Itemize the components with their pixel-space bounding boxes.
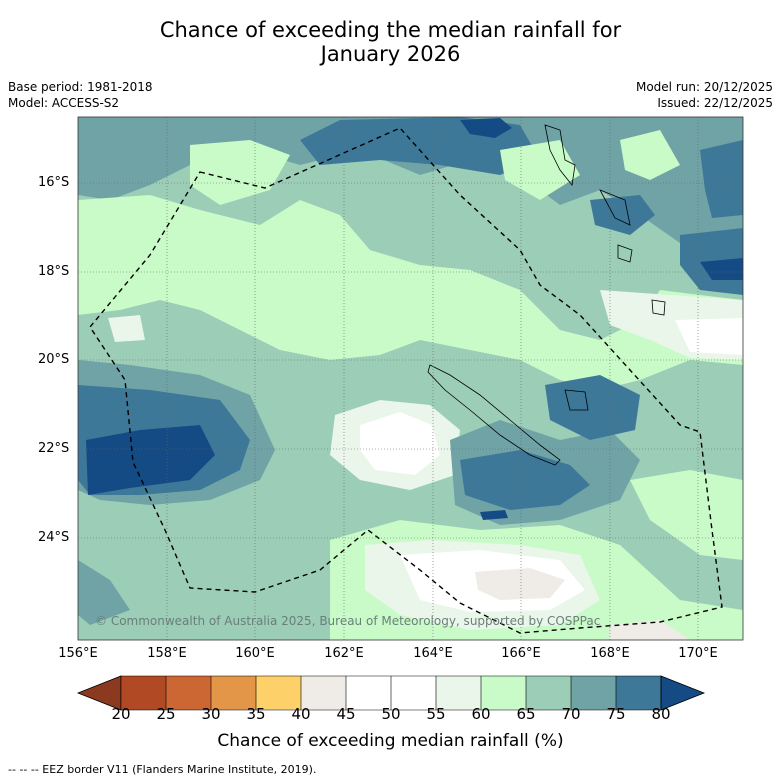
- colorbar-bin-60-65: [481, 676, 526, 710]
- eez-border: [89, 127, 723, 634]
- lat-label-16s: 16°S: [38, 175, 70, 190]
- model-text: Model: ACCESS-S2: [8, 96, 120, 110]
- vanuatu-south-coastline: [617, 244, 633, 263]
- colorbar: [76, 675, 706, 711]
- title-line-2: January 2026: [320, 42, 461, 66]
- field-60-65-central: [78, 195, 743, 390]
- colorbar-bin-30-35: [211, 676, 256, 710]
- colorbar-bin-55-60: [436, 676, 481, 710]
- field-40-45-southeast: [610, 620, 690, 640]
- lat-label-22s: 22°S: [38, 441, 70, 456]
- colorbar-bin-40-45: [301, 676, 346, 710]
- field-80-south-spot: [480, 510, 508, 520]
- lon-label-164e: 164°E: [413, 646, 453, 661]
- colorbar-tick-40: 40: [291, 705, 311, 723]
- colorbar-title: Chance of exceeding median rainfall (%): [217, 731, 564, 751]
- colorbar-tick-60: 60: [471, 705, 491, 723]
- field-75-80-loyalty: [545, 375, 640, 440]
- metadata-right: Model run: 20/12/2025 Issued: 22/12/2025: [636, 79, 773, 111]
- colorbar-tick-30: 30: [201, 705, 221, 723]
- lon-label-158e: 158°E: [147, 646, 187, 661]
- field-70-75-sw: [78, 560, 130, 625]
- field-60-65-se: [630, 470, 743, 560]
- field-40-45-south: [475, 568, 565, 600]
- lon-label-162e: 162°E: [324, 646, 364, 661]
- field-80-west: [86, 425, 215, 495]
- copyright-notice: © Commonwealth of Australia 2025, Bureau…: [95, 614, 601, 628]
- field-80-east: [700, 258, 743, 280]
- vanuatu-central-coastline: [599, 189, 631, 226]
- colorbar-tick-25: 25: [156, 705, 176, 723]
- matthew-island-coastline: [651, 299, 666, 316]
- lat-label-20s: 20°S: [38, 352, 70, 367]
- colorbar-tick-70: 70: [561, 705, 581, 723]
- lon-label-166e: 166°E: [501, 646, 541, 661]
- lon-label-168e: 168°E: [590, 646, 630, 661]
- colorbar-bin-20-25: [121, 676, 166, 710]
- colorbar-tick-75: 75: [606, 705, 626, 723]
- graticule: [78, 117, 743, 640]
- metadata-left: Base period: 1981-2018 Model: ACCESS-S2: [8, 79, 153, 111]
- new-caledonia-coastline: [427, 364, 561, 466]
- colorbar-bin-50-55: [391, 676, 436, 710]
- colorbar-tick-80: 80: [651, 705, 671, 723]
- title-line-1: Chance of exceeding the median rainfall …: [159, 18, 622, 42]
- lon-label-170e: 170°E: [678, 646, 718, 661]
- map-frame: [77, 116, 744, 641]
- field-60-65-north-central: [500, 140, 580, 200]
- colorbar-tick-45: 45: [336, 705, 356, 723]
- field-75-80-northeast: [700, 140, 743, 218]
- colorbar-tick-50: 50: [381, 705, 401, 723]
- issued-text: Issued: 22/12/2025: [657, 96, 773, 110]
- lon-label-156e: 156°E: [58, 646, 98, 661]
- field-55-60-west: [108, 315, 145, 342]
- colorbar-tick-35: 35: [246, 705, 266, 723]
- probability-field: [78, 117, 743, 640]
- field-50-55-center: [360, 412, 440, 475]
- eez-legend-footnote: -- -- -- EEZ border V11 (Flanders Marine…: [8, 763, 317, 776]
- colorbar-bin-75-80: [616, 676, 661, 710]
- lifou-coastline: [564, 389, 589, 411]
- colorbar-tick-65: 65: [516, 705, 536, 723]
- colorbar-bin-35-40: [256, 676, 301, 710]
- base-period-text: Base period: 1981-2018: [8, 80, 153, 94]
- colorbar-bin-70-75: [571, 676, 616, 710]
- lat-label-24s: 24°S: [38, 530, 70, 545]
- vanuatu-north-coastline: [544, 124, 576, 186]
- field-75-80-vanuatu: [590, 195, 655, 235]
- field-60-65-nw: [190, 140, 290, 205]
- map-title: Chance of exceeding the median rainfall …: [0, 18, 781, 66]
- colorbar-tick-20: 20: [111, 705, 131, 723]
- field-80-north: [460, 118, 512, 138]
- colorbar-bin-45-50: [346, 676, 391, 710]
- colorbar-tick-55: 55: [426, 705, 446, 723]
- field-75-80-south: [460, 450, 590, 510]
- lon-label-160e: 160°E: [235, 646, 275, 661]
- field-50-55-east: [675, 318, 743, 355]
- field-60-65-ne: [620, 130, 680, 180]
- lat-label-18s: 18°S: [38, 264, 70, 279]
- colorbar-bin-25-30: [166, 676, 211, 710]
- model-run-text: Model run: 20/12/2025: [635, 80, 773, 94]
- colorbar-bin-65-70: [526, 676, 571, 710]
